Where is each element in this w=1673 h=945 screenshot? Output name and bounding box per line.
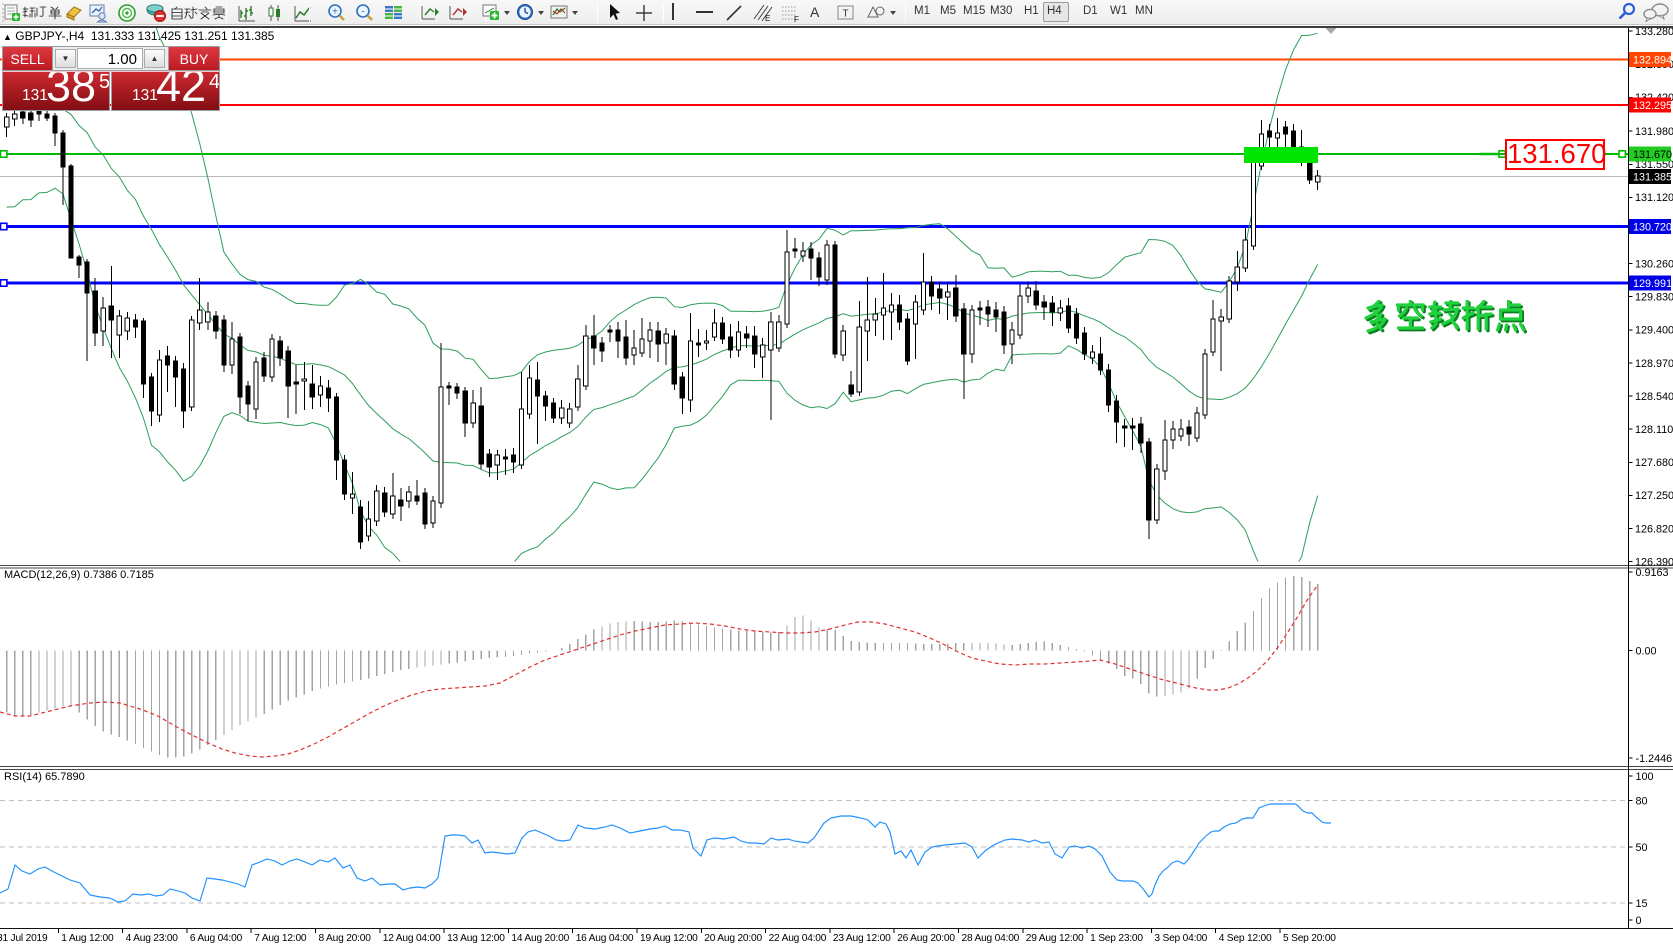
svg-text:131.550: 131.550 <box>1635 159 1673 171</box>
svg-text:129.400: 129.400 <box>1635 325 1673 337</box>
svg-text:12 Aug 04:00: 12 Aug 04:00 <box>383 933 441 944</box>
svg-text:14 Aug 20:00: 14 Aug 20:00 <box>511 933 569 944</box>
svg-text:133.280: 133.280 <box>1635 26 1673 38</box>
svg-text:130.720: 130.720 <box>1633 222 1672 234</box>
svg-text:16 Aug 04:00: 16 Aug 04:00 <box>576 933 634 944</box>
svg-text:7 Aug 12:00: 7 Aug 12:00 <box>254 933 307 944</box>
svg-text:5 Sep 20:00: 5 Sep 20:00 <box>1283 933 1336 944</box>
svg-text:131.120: 131.120 <box>1635 192 1673 204</box>
svg-text:1 Sep 23:00: 1 Sep 23:00 <box>1090 933 1143 944</box>
svg-text:F: F <box>794 15 799 23</box>
svg-text:127.250: 127.250 <box>1635 490 1673 502</box>
svg-text:MACD(12,26,9) 0.7386 0.7185: MACD(12,26,9) 0.7386 0.7185 <box>4 569 154 581</box>
svg-text:4 Sep 12:00: 4 Sep 12:00 <box>1219 933 1272 944</box>
svg-text:T: T <box>842 9 848 20</box>
svg-text:0.00: 0.00 <box>1636 646 1657 658</box>
svg-text:28 Aug 04:00: 28 Aug 04:00 <box>962 933 1020 944</box>
svg-text:132.894: 132.894 <box>1633 55 1672 67</box>
svg-text:-1.2446: -1.2446 <box>1636 753 1673 765</box>
svg-text:128.110: 128.110 <box>1635 424 1673 436</box>
svg-text:127.680: 127.680 <box>1635 457 1673 469</box>
svg-text:128.540: 128.540 <box>1635 391 1673 403</box>
svg-text:RSI(14) 65.7890: RSI(14) 65.7890 <box>4 771 85 783</box>
svg-text:129.991: 129.991 <box>1633 278 1672 290</box>
svg-text:+: + <box>332 7 338 18</box>
svg-text:26 Aug 20:00: 26 Aug 20:00 <box>897 933 955 944</box>
svg-text:-: - <box>361 7 364 18</box>
svg-text:3 Sep 04:00: 3 Sep 04:00 <box>1154 933 1207 944</box>
svg-text:31 Jul 2019: 31 Jul 2019 <box>0 933 48 944</box>
svg-text:1 Aug 12:00: 1 Aug 12:00 <box>61 933 114 944</box>
svg-text:13 Aug 12:00: 13 Aug 12:00 <box>447 933 505 944</box>
svg-text:22 Aug 04:00: 22 Aug 04:00 <box>769 933 827 944</box>
svg-text:126.820: 126.820 <box>1635 523 1673 535</box>
svg-text:19 Aug 12:00: 19 Aug 12:00 <box>640 933 698 944</box>
svg-text:100: 100 <box>1636 771 1654 783</box>
svg-text:80: 80 <box>1636 796 1648 808</box>
svg-text:0.9163: 0.9163 <box>1636 567 1669 579</box>
svg-text:132.295: 132.295 <box>1633 100 1672 112</box>
svg-text:29 Aug 12:00: 29 Aug 12:00 <box>1026 933 1084 944</box>
svg-text:131.670: 131.670 <box>1633 149 1672 161</box>
svg-text:4 Aug 23:00: 4 Aug 23:00 <box>126 933 179 944</box>
svg-text:131.385: 131.385 <box>1633 172 1672 184</box>
svg-text:126.390: 126.390 <box>1635 556 1673 568</box>
svg-text:129.830: 129.830 <box>1635 292 1673 304</box>
svg-text:E: E <box>765 14 770 23</box>
svg-text:6 Aug 04:00: 6 Aug 04:00 <box>190 933 243 944</box>
svg-text:8 Aug 20:00: 8 Aug 20:00 <box>319 933 372 944</box>
svg-text:20 Aug 20:00: 20 Aug 20:00 <box>704 933 762 944</box>
svg-text:23 Aug 12:00: 23 Aug 12:00 <box>833 933 891 944</box>
svg-text:130.260: 130.260 <box>1635 258 1673 270</box>
svg-text:128.970: 128.970 <box>1635 358 1673 370</box>
svg-text:50: 50 <box>1636 842 1648 854</box>
svg-text:0: 0 <box>1636 915 1642 927</box>
svg-text:131.980: 131.980 <box>1635 126 1673 138</box>
svg-text:15: 15 <box>1636 898 1648 910</box>
